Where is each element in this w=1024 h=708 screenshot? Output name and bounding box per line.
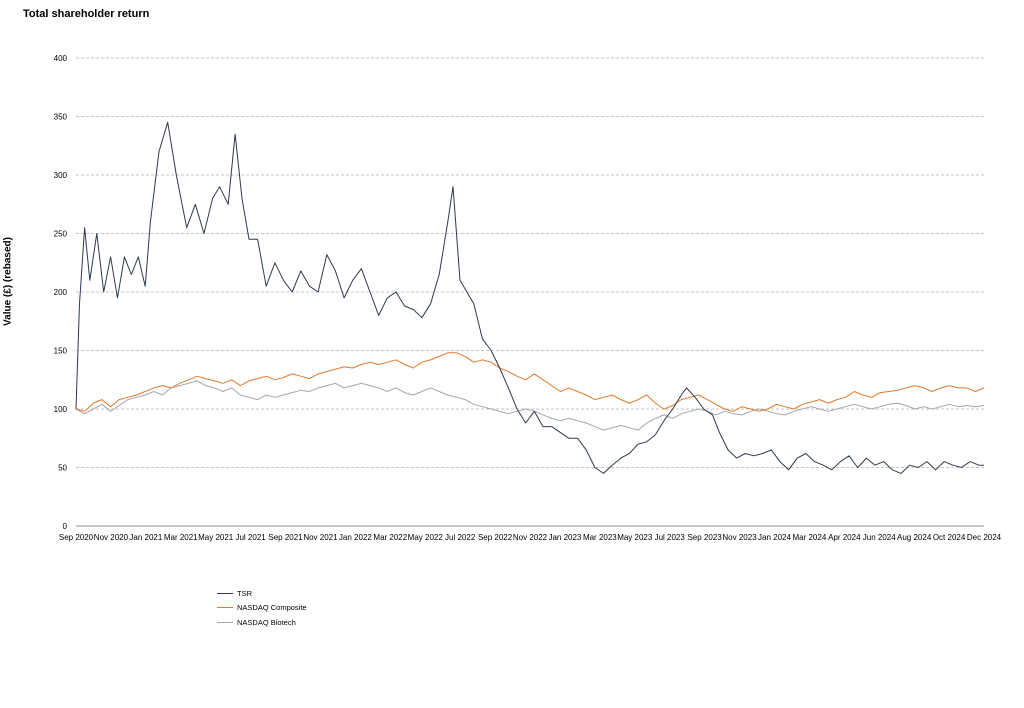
legend-label: TSR (237, 588, 252, 598)
series-lines (75, 121, 985, 474)
x-tick-label: Mar 2022 (373, 533, 407, 542)
x-tick-label: May 2021 (198, 533, 234, 542)
y-tick-label: 300 (54, 171, 68, 180)
x-tick-label: Mar 2021 (164, 533, 198, 542)
x-tick-label: May 2022 (408, 533, 444, 542)
x-tick-label: Jan 2023 (548, 533, 581, 542)
y-tick-labels: 0 50 100 150 200 250 300 350 400 (54, 54, 68, 531)
x-tick-label: Aug 2024 (897, 533, 932, 542)
x-tick-label: Nov 2021 (303, 533, 338, 542)
y-tick-label: 250 (54, 230, 68, 239)
y-tick-label: 350 (54, 113, 68, 122)
legend-swatch (217, 607, 233, 609)
y-tick-label: 150 (54, 347, 68, 356)
x-tick-label: Apr 2024 (828, 533, 861, 542)
series-line-tsr (75, 121, 984, 474)
legend-item-nasdaq-biotech: NASDAQ Biotech (217, 615, 307, 630)
legend-swatch (217, 621, 233, 623)
x-tick-label: Jun 2024 (863, 533, 896, 542)
y-tick-label: 200 (54, 288, 68, 297)
legend-swatch (217, 592, 233, 594)
x-tick-label: Jul 2022 (445, 533, 476, 542)
x-tick-label: Nov 2020 (94, 533, 129, 542)
x-tick-label: May 2023 (617, 533, 653, 542)
legend-label: NASDAQ Biotech (237, 617, 296, 627)
x-tick-label: Nov 2023 (722, 533, 757, 542)
series-line-nasdaq-composite (75, 352, 985, 412)
y-tick-label: 400 (54, 54, 68, 63)
gridlines (76, 57, 984, 527)
y-tick-label: 50 (58, 464, 67, 473)
x-tick-label: Dec 2024 (967, 533, 1002, 542)
legend-label: NASDAQ Composite (237, 603, 307, 613)
x-tick-label: Jan 2024 (758, 533, 791, 542)
x-tick-label: Jul 2023 (655, 533, 686, 542)
y-tick-label: 0 (63, 522, 68, 531)
x-tick-label: Jul 2021 (235, 533, 266, 542)
legend: TSR NASDAQ Composite NASDAQ Biotech (217, 586, 307, 630)
legend-item-tsr: TSR (217, 586, 307, 601)
x-tick-label: Nov 2022 (513, 533, 548, 542)
x-tick-label: Jan 2021 (129, 533, 162, 542)
x-tick-label: Jan 2022 (339, 533, 372, 542)
legend-item-nasdaq-composite: NASDAQ Composite (217, 601, 307, 616)
x-tick-label: Mar 2024 (792, 533, 826, 542)
x-tick-labels: Sep 2020 Nov 2020 Jan 2021 Mar 2021 May 2021… (59, 533, 1002, 542)
x-tick-label: Sep 2022 (478, 533, 513, 542)
chart-title: Total shareholder return (23, 8, 150, 20)
y-tick-label: 100 (54, 405, 68, 414)
x-tick-label: Sep 2021 (268, 533, 303, 542)
x-tick-label: Oct 2024 (933, 533, 966, 542)
x-tick-label: Sep 2020 (59, 533, 94, 542)
x-tick-label: Sep 2023 (687, 533, 722, 542)
series-line-nasdaq-biotech (75, 380, 985, 431)
x-tick-label: Mar 2023 (583, 533, 617, 542)
